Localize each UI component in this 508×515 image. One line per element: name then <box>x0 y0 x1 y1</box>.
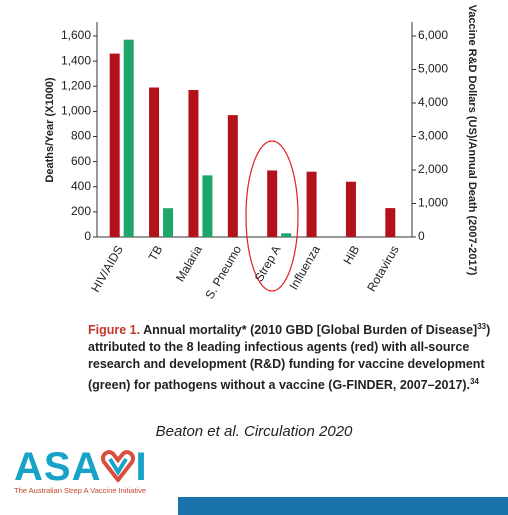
y-tick-label: 400 <box>71 179 91 193</box>
y2-tick-label: 0 <box>418 229 425 243</box>
y2-tick-label: 6,000 <box>418 28 448 42</box>
caption-text: Annual mortality* (2010 GBD [Global Burd… <box>143 323 478 338</box>
y-tick-label: 1,000 <box>61 104 91 118</box>
y-tick-label: 600 <box>71 154 91 168</box>
caption-label: Figure 1. <box>88 323 141 338</box>
footer-bar <box>178 497 508 515</box>
y-tick-label: 0 <box>84 229 91 243</box>
logo-tagline: The Australian Strep A Vaccine Initiativ… <box>14 486 147 495</box>
x-tick-label: HiB <box>340 243 362 267</box>
logo: ASA I The Australian Strep A Vaccine Init… <box>14 445 148 495</box>
bar <box>163 208 174 237</box>
x-tick-label: Strep A <box>252 243 284 284</box>
y-tick-label: 1,200 <box>61 78 91 92</box>
bar <box>188 90 199 237</box>
y2-tick-label: 4,000 <box>418 95 448 109</box>
bar <box>149 87 160 237</box>
bar <box>227 115 238 237</box>
x-tick-label: Malaria <box>173 243 205 284</box>
bar <box>202 175 213 237</box>
citation: Beaton et al. Circulation 2020 <box>155 423 353 440</box>
x-tick-label: S. Pneumo <box>202 243 244 302</box>
bar <box>281 233 292 237</box>
logo-text: ASA <box>14 445 102 489</box>
x-tick-label: HIV/AIDS <box>88 243 126 294</box>
bar <box>306 171 317 237</box>
y-tick-label: 1,600 <box>61 28 91 42</box>
bar <box>385 208 396 237</box>
bar <box>345 181 356 237</box>
y-axis-label: Deaths/Year (X1000) <box>44 77 56 183</box>
y-tick-label: 800 <box>71 129 91 143</box>
chart: Deaths/Year (X1000) Vaccine R&D Dollars … <box>44 5 478 302</box>
caption: Figure 1. Annual mortality* (2010 GBD [G… <box>88 318 498 394</box>
bar <box>109 53 120 238</box>
x-tick-label: TB <box>146 243 166 263</box>
y2-tick-label: 2,000 <box>418 162 448 176</box>
logo-heart <box>101 450 136 484</box>
bar <box>123 39 134 238</box>
x-tick-label: Rotavirus <box>364 243 401 294</box>
y2-tick-label: 5,000 <box>418 62 448 76</box>
caption-ref: 33 <box>477 322 487 331</box>
y2-tick-label: 1,000 <box>418 196 448 210</box>
y2-tick-label: 3,000 <box>418 129 448 143</box>
x-tick-label: Influenza <box>286 243 323 292</box>
logo-text: I <box>135 445 148 489</box>
bar <box>267 170 278 237</box>
highlight-ellipse <box>245 140 299 292</box>
caption-ref: 34 <box>470 377 479 387</box>
y-tick-label: 1,400 <box>61 53 91 67</box>
caption-text: ) attributed to the 8 leading infectious… <box>88 323 491 393</box>
y2-axis-label: Vaccine R&D Dollars (US)/Annual Death (2… <box>466 5 478 276</box>
y-tick-label: 200 <box>71 204 91 218</box>
